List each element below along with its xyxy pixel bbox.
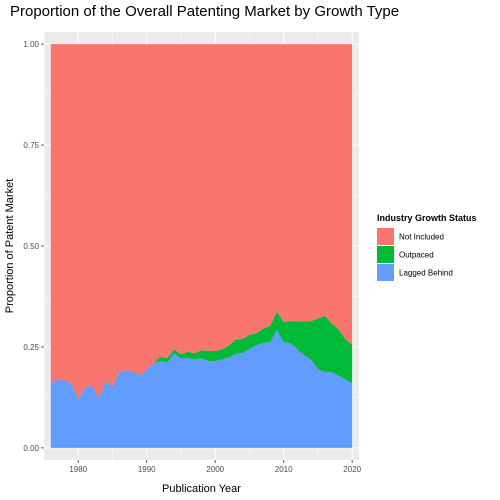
area-not-included (50, 44, 353, 400)
legend-title: Industry Growth Status (377, 213, 477, 223)
y-axis-title: Proportion of Patent Market (4, 179, 16, 314)
y-tick-label: 1.00 (23, 40, 39, 49)
x-tick-label: 1980 (69, 465, 87, 474)
y-tick-label: 0.50 (23, 242, 39, 251)
x-axis-title: Publication Year (162, 483, 241, 495)
y-tick-label: 0.25 (23, 343, 39, 352)
x-tick-label: 2020 (343, 465, 361, 474)
area-lagged-behind (50, 329, 353, 448)
legend-label-outpaced: Outpaced (399, 251, 434, 260)
legend: Industry Growth Status Not Included Outpa… (377, 213, 477, 281)
y-axis: 0.00 0.25 0.50 0.75 1.00 (23, 40, 44, 453)
legend-swatch-not-included (377, 228, 394, 245)
chart-title: Proportion of the Overall Patenting Mark… (10, 3, 399, 20)
x-tick-label: 2010 (275, 465, 293, 474)
y-tick-label: 0.75 (23, 141, 39, 150)
area-outpaced (50, 311, 353, 400)
legend-swatch-lagged-behind (377, 264, 394, 281)
x-tick-label: 2000 (206, 465, 224, 474)
x-axis: 1980 1990 2000 2010 2020 (69, 460, 362, 474)
area-layers (50, 44, 353, 448)
x-tick-label: 1990 (138, 465, 156, 474)
legend-swatch-outpaced (377, 246, 394, 263)
legend-label-lagged-behind: Lagged Behind (399, 269, 453, 278)
y-tick-label: 0.00 (23, 444, 39, 453)
legend-label-not-included: Not Included (399, 233, 444, 242)
